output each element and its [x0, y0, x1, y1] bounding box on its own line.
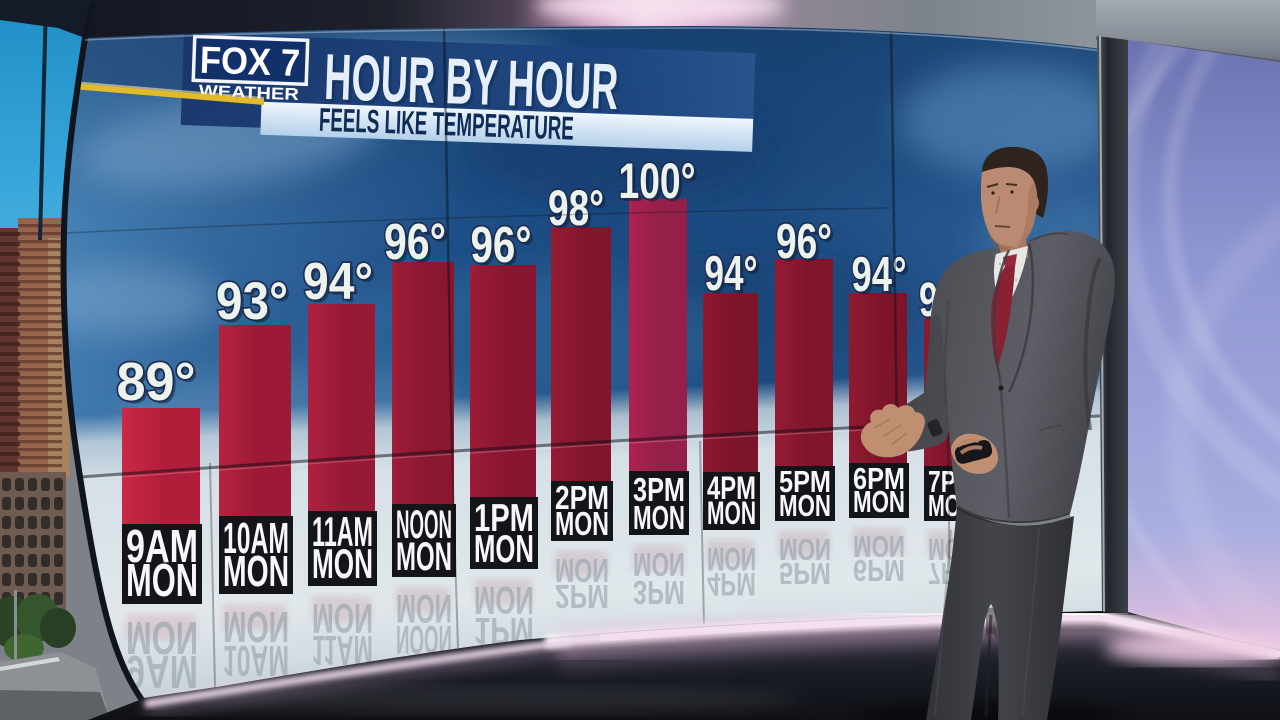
svg-text:94°: 94°	[855, 251, 910, 305]
svg-text:FEELS LIKE TEMPERATURE: FEELS LIKE TEMPERATURE	[318, 101, 574, 147]
svg-text:FOX 7: FOX 7	[199, 40, 300, 85]
svg-text:MON: MON	[853, 484, 905, 519]
svg-text:MON: MON	[474, 528, 534, 571]
svg-text:10AM: 10AM	[223, 514, 289, 563]
svg-text:MON: MON	[555, 505, 609, 542]
svg-text:89°: 89°	[120, 355, 199, 415]
svg-text:6PM: 6PM	[853, 553, 905, 588]
svg-text:9AM: 9AM	[126, 520, 198, 572]
svg-text:HOUR BY HOUR: HOUR BY HOUR	[326, 43, 622, 126]
svg-text:11AM: 11AM	[312, 508, 373, 555]
svg-text:89°: 89°	[117, 352, 196, 412]
svg-text:MON: MON	[396, 535, 452, 579]
svg-text:MON: MON	[633, 499, 685, 536]
svg-text:MON: MON	[853, 529, 905, 564]
svg-text:3PM: 3PM	[633, 574, 685, 611]
svg-text:94°: 94°	[306, 256, 376, 314]
svg-text:2PM: 2PM	[555, 578, 609, 615]
svg-text:MON: MON	[223, 547, 289, 596]
svg-text:MON: MON	[707, 495, 756, 531]
svg-text:MON: MON	[126, 612, 198, 664]
svg-text:6PM: 6PM	[853, 461, 905, 496]
svg-text:4PM: 4PM	[707, 566, 756, 602]
svg-text:MON: MON	[707, 541, 756, 577]
svg-text:5PM: 5PM	[779, 556, 831, 591]
svg-text:MON: MON	[555, 552, 609, 589]
svg-text:MON: MON	[223, 602, 289, 651]
svg-text:NOON: NOON	[396, 617, 452, 661]
svg-text:93°: 93°	[216, 272, 288, 331]
svg-text:94°: 94°	[705, 247, 758, 301]
svg-text:96°: 96°	[384, 213, 446, 270]
svg-text:4PM: 4PM	[707, 470, 756, 506]
svg-text:96°: 96°	[471, 216, 532, 273]
svg-text:10AM: 10AM	[223, 636, 289, 685]
svg-text:96°: 96°	[474, 219, 535, 276]
svg-text:94°: 94°	[852, 248, 907, 302]
svg-text:2PM: 2PM	[555, 479, 609, 516]
svg-text:MON: MON	[312, 595, 373, 642]
svg-text:5PM: 5PM	[779, 464, 831, 499]
svg-text:HOUR BY HOUR: HOUR BY HOUR	[323, 40, 619, 123]
svg-text:MON: MON	[312, 540, 373, 587]
svg-text:100°: 100°	[622, 156, 699, 212]
svg-text:93°: 93°	[219, 275, 291, 334]
svg-text:MON: MON	[779, 532, 831, 567]
svg-text:98°: 98°	[551, 183, 607, 239]
svg-text:3PM: 3PM	[633, 471, 685, 508]
svg-text:100°: 100°	[619, 153, 696, 209]
svg-text:MON: MON	[396, 586, 452, 630]
svg-text:MON: MON	[474, 578, 534, 621]
svg-text:96°: 96°	[387, 216, 449, 273]
svg-text:NOON: NOON	[396, 503, 452, 547]
svg-text:96°: 96°	[776, 215, 832, 269]
svg-text:94°: 94°	[303, 253, 373, 311]
svg-text:1PM: 1PM	[474, 497, 534, 540]
svg-text:96°: 96°	[779, 218, 835, 272]
svg-text:94°: 94°	[708, 250, 761, 304]
svg-text:MON: MON	[126, 554, 198, 606]
svg-text:MON: MON	[633, 546, 685, 583]
svg-text:98°: 98°	[548, 180, 604, 236]
svg-text:MON: MON	[779, 488, 831, 523]
